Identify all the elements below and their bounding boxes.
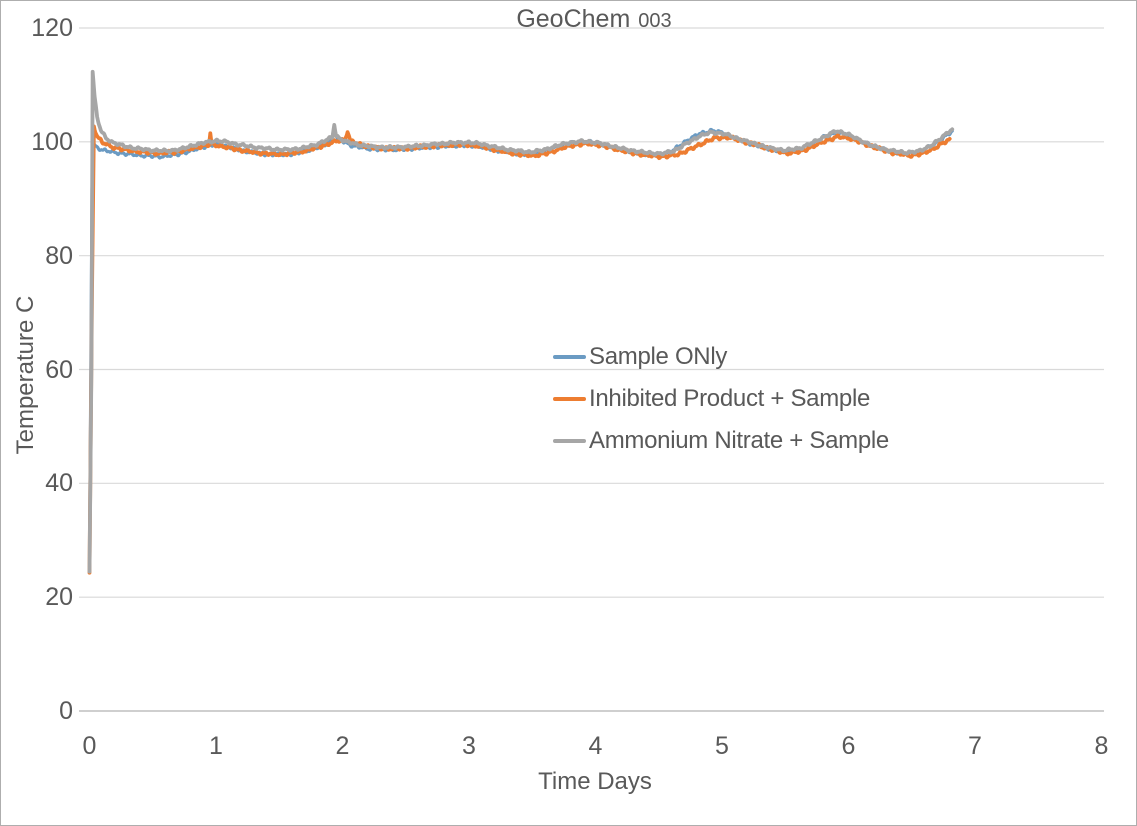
x-tick-label: 2 <box>335 732 350 760</box>
legend-label: Inhibited Product + Sample <box>589 385 871 412</box>
x-tick-label: 1 <box>209 732 223 760</box>
y-tick-label: 80 <box>45 241 73 270</box>
legend-line-swatch <box>553 439 586 443</box>
y-tick-label: 20 <box>45 583 73 612</box>
x-tick-label: 4 <box>588 732 603 760</box>
x-axis-title: Time Days <box>538 768 652 795</box>
series-line-1 <box>87 124 952 575</box>
y-tick-label: 0 <box>59 697 73 725</box>
x-tick-label: 8 <box>1094 732 1109 760</box>
legend-line-swatch <box>553 355 586 359</box>
series-line-2 <box>87 69 955 574</box>
chart-title-main: GeoChem <box>516 5 631 33</box>
legend: Sample ONly Inhibited Product + Sample Amm… <box>553 336 889 462</box>
y-tick-label: 100 <box>31 127 73 156</box>
x-tick-label: 0 <box>82 732 97 760</box>
y-tick-label: 40 <box>45 469 73 498</box>
legend-line-swatch <box>553 397 586 401</box>
legend-label: Sample ONly <box>589 343 728 370</box>
legend-item-0: Sample ONly <box>553 336 889 378</box>
x-tick-label: 5 <box>715 732 729 760</box>
x-tick-label: 6 <box>841 732 856 760</box>
chart-title: GeoChem 003 <box>89 5 1099 34</box>
y-tick-label: 60 <box>45 355 73 384</box>
legend-item-2: Ammonium Nitrate + Sample <box>553 420 889 462</box>
chart-title-suffix: 003 <box>638 10 672 32</box>
y-tick-label: 120 <box>31 14 73 42</box>
legend-item-1: Inhibited Product + Sample <box>553 378 889 420</box>
x-tick-label: 3 <box>462 732 476 760</box>
x-tick-label: 7 <box>968 732 982 760</box>
legend-label: Ammonium Nitrate + Sample <box>589 427 889 454</box>
